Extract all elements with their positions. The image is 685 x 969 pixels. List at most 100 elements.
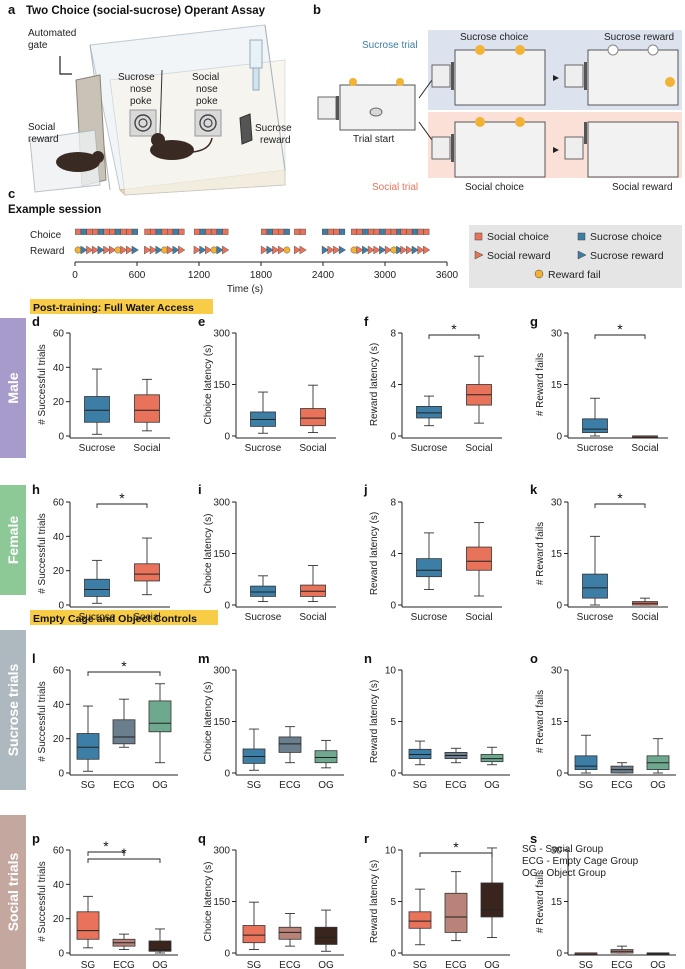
social-reward-mark xyxy=(293,245,302,255)
panel-r: r 0 5 10 Reward latency (s) SG ECG OG * xyxy=(364,831,510,969)
y-axis-label: # Successful trials xyxy=(37,513,48,594)
panel-o: o 0 15 30 # Reward fails SG ECG OG xyxy=(530,651,676,791)
panel-b: b Sucrose trial Social trial Sucrose cho… xyxy=(313,2,682,193)
ytick-label: 300 xyxy=(213,666,230,677)
ytick-label: 30 xyxy=(551,329,563,340)
social-choice-mark xyxy=(327,228,334,235)
social-choice-mark xyxy=(400,228,407,235)
social-choice-mark xyxy=(86,228,93,235)
social-reward-mark xyxy=(205,245,213,255)
ytick-label: 60 xyxy=(53,329,65,340)
sucrose-choice-mark xyxy=(266,228,273,235)
panel-letter: l xyxy=(32,651,36,666)
ytick-label: 0 xyxy=(224,769,230,780)
sucrose-reward-mark xyxy=(266,245,274,255)
box xyxy=(466,546,492,571)
social-choice-mark xyxy=(278,228,285,235)
legend-s-ecg: ECG - Empty Cage Group xyxy=(522,856,639,867)
panel-s: s 0 15 30 # Reward fails SG ECG OG xyxy=(530,831,676,969)
social-choice-mark xyxy=(103,228,110,235)
panel-letter: k xyxy=(530,482,538,497)
reward-fail-mark xyxy=(350,246,358,254)
panel-letter: c xyxy=(8,186,15,201)
box xyxy=(416,405,442,419)
sucrose-reward-label: Sucrose reward xyxy=(604,32,674,43)
sucrose-choice-mark xyxy=(131,228,138,235)
social-choice-mark xyxy=(351,228,358,235)
ytick-label: 300 xyxy=(213,846,230,857)
panel-letter: f xyxy=(364,314,369,329)
sucrose-choice-mark xyxy=(97,228,104,235)
y-axis-label: # Reward fails xyxy=(535,353,546,416)
category-label: SG xyxy=(579,960,594,969)
box xyxy=(416,558,442,578)
box xyxy=(250,585,276,597)
panel-l: l 0 20 40 60 # Successful trials SG ECG OG * xyxy=(32,651,178,791)
box xyxy=(314,926,338,945)
social-choice-mark xyxy=(222,228,229,235)
category-label: Social xyxy=(299,612,326,623)
y-axis-label: Reward latency (s) xyxy=(369,343,380,426)
ytick-label: 20 xyxy=(53,566,65,577)
y-axis-label: Reward latency (s) xyxy=(369,512,380,595)
social-choice-mark xyxy=(75,228,82,235)
session-xlabel: Time (s) xyxy=(227,284,263,295)
trial-start-label: Trial start xyxy=(353,134,395,145)
social-trial-label: Social trial xyxy=(372,182,418,193)
box xyxy=(444,892,468,933)
category-label: OG xyxy=(318,780,334,791)
banner-post-training xyxy=(30,299,213,314)
ytick-label: 0 xyxy=(556,601,562,612)
ytick-label: 20 xyxy=(53,397,65,408)
sucrose-reward-mark xyxy=(362,245,370,255)
significance-star: * xyxy=(617,490,623,506)
category-label: ECG xyxy=(113,960,135,969)
y-axis-label: # Successful trials xyxy=(37,344,48,425)
social-choice-label: Social choice xyxy=(465,182,524,193)
box xyxy=(278,736,302,753)
panel-p: p 0 20 40 60 # Successful trials SG ECG OG * * xyxy=(32,831,178,969)
box xyxy=(480,882,504,918)
panel-letter: r xyxy=(364,831,369,846)
social-choice-mark xyxy=(294,228,301,235)
ytick-label: 0 xyxy=(556,769,562,780)
sucrose-choice-mark xyxy=(362,228,369,235)
box xyxy=(76,733,100,760)
category-label: Sucrose xyxy=(411,443,448,454)
category-label: Social xyxy=(465,443,492,454)
label-social-poke-2: nose xyxy=(196,84,218,95)
y-axis-label: Choice latency (s) xyxy=(203,344,214,424)
session-events xyxy=(74,228,431,255)
significance-bracket xyxy=(428,334,480,339)
category-label: Social xyxy=(631,443,658,454)
category-label: SG xyxy=(413,960,428,969)
category-label: SG xyxy=(247,960,262,969)
box xyxy=(300,584,326,597)
sucrose-reward-mark xyxy=(216,245,224,255)
social-reward-mark xyxy=(299,245,307,255)
ytick-label: 0 xyxy=(224,949,230,960)
ytick-label: 0 xyxy=(58,949,64,960)
reward-fail-mark xyxy=(390,246,398,254)
sucrose-choice-mark xyxy=(339,228,346,235)
panel-letter: q xyxy=(198,831,206,846)
ytick-label: 150 xyxy=(213,380,230,391)
social-choice-mark xyxy=(92,228,99,235)
ytick-label: 150 xyxy=(213,897,230,908)
ytick-label: 4 xyxy=(390,380,396,391)
sucrose-reward-mark xyxy=(80,245,88,255)
category-label: Social xyxy=(299,443,326,454)
ytick-label: 40 xyxy=(53,363,65,374)
significance-bracket xyxy=(594,503,646,508)
box xyxy=(76,911,100,940)
sucrose-trial-label: Sucrose trial xyxy=(362,40,418,51)
banner-controls xyxy=(30,610,218,625)
legend-sucrose-choice-swatch xyxy=(577,232,586,241)
category-label: Social xyxy=(465,612,492,623)
box xyxy=(134,563,160,582)
y-axis-label: Reward latency (s) xyxy=(369,860,380,943)
reward-row-label: Reward xyxy=(30,246,64,257)
category-label: Sucrose xyxy=(577,612,614,623)
ytick-label: 0 xyxy=(224,601,230,612)
sucrose-reward-mark xyxy=(131,245,139,255)
